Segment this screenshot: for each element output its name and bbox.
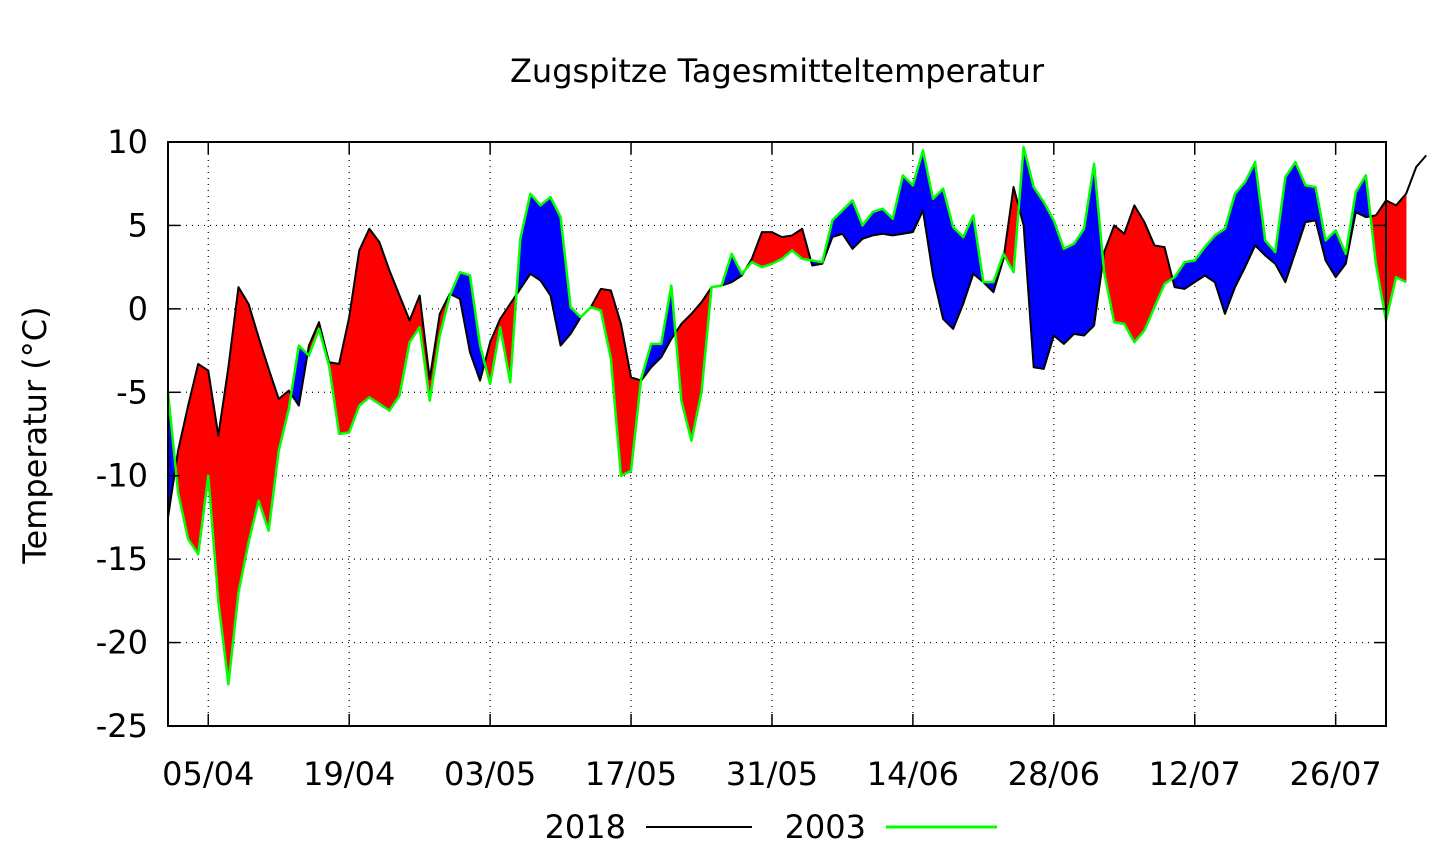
difference-fill (187, 363, 199, 556)
difference-fill (338, 317, 350, 435)
difference-fill (650, 343, 662, 368)
difference-fill (1053, 220, 1065, 345)
plot-frame (167, 141, 1387, 727)
y-tick-label: -25 (96, 707, 148, 745)
y-ticks: 10 5 0 -5 -10 -15 -20 -25 (96, 123, 1386, 745)
x-tick-label: 28/06 (1008, 755, 1100, 793)
difference-fill (761, 231, 773, 268)
x-tick-label: 17/05 (585, 755, 677, 793)
x-tick-label: 19/04 (303, 755, 395, 793)
y-tick-label: -5 (116, 373, 148, 411)
difference-fill (1073, 227, 1085, 336)
difference-fill (228, 287, 239, 685)
difference-fill (540, 196, 551, 297)
legend-label-2018: 2018 (545, 808, 626, 846)
y-tick-label: 5 (128, 206, 148, 244)
y-axis-label: Temperatur (°C) (16, 306, 54, 564)
grid (168, 142, 1386, 726)
series-lines (166, 145, 1428, 686)
difference-fill (197, 363, 209, 555)
y-tick-label: -15 (96, 540, 148, 578)
series-line-2018 (167, 154, 1428, 518)
difference-fill (1123, 205, 1135, 343)
x-ticks: 05/04 19/04 03/05 17/05 31/05 14/06 28/06 12/07… (162, 142, 1382, 793)
y-tick-label: -10 (96, 457, 148, 495)
x-tick-label: 31/05 (726, 755, 818, 793)
y-tick-label: 0 (128, 290, 148, 328)
difference-fill (1063, 243, 1075, 345)
difference-fill (1395, 192, 1407, 283)
difference-fill (1134, 204, 1145, 344)
difference-fill (1144, 221, 1155, 331)
chart-title: Zugspitze Tagesmitteltemperatur (510, 52, 1045, 90)
difference-fill (1305, 185, 1316, 223)
x-tick-label: 03/05 (444, 755, 536, 793)
legend: 2018 2003 (545, 808, 997, 846)
difference-fill (1375, 199, 1387, 321)
x-tick-label: 26/07 (1290, 755, 1382, 793)
legend-label-2003: 2003 (785, 808, 866, 846)
series-line-2003 (166, 145, 1407, 686)
difference-fill (369, 227, 380, 405)
y-tick-label: 10 (107, 123, 148, 161)
y-tick-label: -20 (96, 624, 148, 662)
difference-fill (530, 192, 541, 282)
x-tick-label: 12/07 (1149, 755, 1241, 793)
difference-fill (1113, 224, 1125, 325)
x-tick-label: 14/06 (867, 755, 959, 793)
difference-fill (358, 228, 370, 407)
difference-fills (167, 146, 1407, 685)
x-tick-label: 05/04 (162, 755, 254, 793)
difference-fill (952, 226, 964, 329)
difference-fill (1033, 186, 1045, 370)
